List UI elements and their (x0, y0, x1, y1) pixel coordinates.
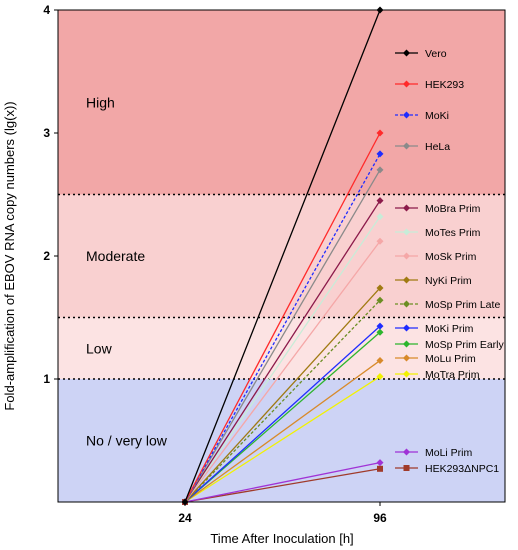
legend-label: MoTes Prim (425, 227, 481, 239)
series-line-vero (184, 9, 381, 503)
legend-label: MoLu Prim (425, 353, 476, 365)
legend-label: MoKi Prim (425, 323, 474, 335)
y-axis-ticks: 1 2 3 4 (43, 3, 58, 386)
band-label-high: High (86, 94, 115, 110)
legend-marker (403, 354, 410, 362)
legend-item-molu-prim: MoLu Prim (395, 353, 476, 365)
legend-marker (403, 252, 410, 260)
data-point-mobra-prim (376, 197, 384, 205)
series-line-mobra-prim (184, 200, 381, 503)
y-tick-label: 1 (43, 372, 50, 386)
legend-label: NyKi Prim (425, 275, 472, 287)
legend-item-hek293-npc1: HEK293ΔNPC1 (395, 463, 499, 475)
x-tick-label: 96 (373, 511, 387, 525)
y-tick-label: 3 (43, 126, 50, 140)
legend-label: MoSp Prim Early (425, 339, 505, 351)
band-label-no-very-low: No / very low (86, 433, 168, 449)
band-high (58, 10, 505, 195)
series-line-nyki-prim (184, 287, 381, 503)
data-point-moki-prim (376, 322, 384, 330)
data-point-moli-prim (376, 459, 384, 467)
legend-label: MoSk Prim (425, 251, 477, 263)
legend-item-hela: HeLa (395, 141, 450, 153)
y-axis-title: Fold-amplification of EBOV RNA copy numb… (2, 101, 17, 410)
legend-marker (403, 204, 410, 212)
legend-item-mosp-prim-early: MoSp Prim Early (395, 339, 505, 351)
series-line-motes-prim (184, 216, 381, 503)
legend-marker (403, 80, 410, 88)
series-line-hek293 (184, 132, 381, 503)
series-line-molu-prim (184, 360, 381, 503)
legend-item-motes-prim: MoTes Prim (395, 227, 481, 239)
data-point-nyki-prim (376, 284, 384, 292)
series-lines (181, 6, 384, 506)
legend-label: MoBra Prim (425, 203, 481, 215)
legend-item-mobra-prim: MoBra Prim (395, 203, 481, 215)
series-line-motra-prim (184, 375, 381, 503)
legend-marker (403, 49, 410, 57)
legend-marker (403, 324, 410, 332)
data-point-molu-prim (376, 357, 384, 365)
legend-marker (403, 448, 410, 456)
legend-label: HEK293ΔNPC1 (425, 463, 499, 475)
band-label-low: Low (86, 340, 113, 356)
legend-label: MoSp Prim Late (425, 299, 500, 311)
x-axis-title: Time After Inoculation [h] (210, 531, 353, 546)
legend-marker (403, 142, 410, 150)
data-point-motra-prim (376, 373, 384, 381)
legend-marker (403, 465, 410, 471)
legend-marker (403, 276, 410, 284)
legend-label: Vero (425, 48, 447, 60)
data-point-hek293 (376, 129, 384, 137)
data-point-mosp-prim-late (376, 296, 384, 304)
legend-marker (403, 340, 410, 348)
data-point-moki (376, 150, 384, 158)
band-moderate (58, 194, 505, 318)
series-line-moli-prim (184, 462, 381, 503)
band-labels: High Moderate Low No / very low (86, 94, 168, 448)
y-tick-label: 4 (43, 3, 50, 17)
legend-marker (403, 111, 410, 119)
series-line-mosp-prim-late (184, 299, 381, 503)
band-low (58, 317, 505, 379)
series-line-hela (184, 169, 381, 503)
legend-item-vero: Vero (395, 48, 447, 60)
data-point-mosp-prim-early (376, 328, 384, 336)
data-point-hek293-npc1 (377, 465, 383, 472)
series-line-hek293-npc1 (184, 468, 381, 503)
legend-item-mosk-prim: MoSk Prim (395, 251, 477, 263)
legend-item-moki: MoKi (395, 110, 449, 122)
legend-label: MoLi Prim (425, 447, 473, 459)
legend-label: HeLa (425, 141, 450, 153)
x-tick-label: 24 (178, 511, 192, 525)
series-line-mosk-prim (184, 240, 381, 503)
legend-marker (403, 370, 410, 378)
legend-item-moli-prim: MoLi Prim (395, 447, 473, 459)
legend-item-nyki-prim: NyKi Prim (395, 275, 472, 287)
series-line-moki-prim (184, 325, 381, 503)
legend-label: MoTra Prim (425, 369, 480, 381)
x-axis-ticks: 24 96 (178, 502, 387, 525)
series-line-moki (184, 153, 381, 503)
band-layer (58, 10, 505, 502)
legend-item-moki-prim: MoKi Prim (395, 323, 474, 335)
legend: Vero HEK293 MoKi HeLa MoBra Prim MoTes Prim Mo… (395, 48, 505, 475)
data-point-motes-prim (376, 213, 384, 221)
series-line-mosp-prim-early (184, 331, 381, 503)
band-label-moderate: Moderate (86, 248, 145, 264)
legend-label: MoKi (425, 110, 449, 122)
data-point-mosk-prim (376, 237, 384, 245)
legend-marker (403, 228, 410, 236)
data-point-hela (376, 166, 384, 174)
legend-label: HEK293 (425, 79, 464, 91)
y-tick-label: 2 (43, 249, 50, 263)
legend-item-hek293: HEK293 (395, 79, 464, 91)
legend-marker (403, 300, 410, 308)
legend-item-motra-prim: MoTra Prim (395, 369, 480, 381)
legend-item-mosp-prim-late: MoSp Prim Late (395, 299, 500, 311)
